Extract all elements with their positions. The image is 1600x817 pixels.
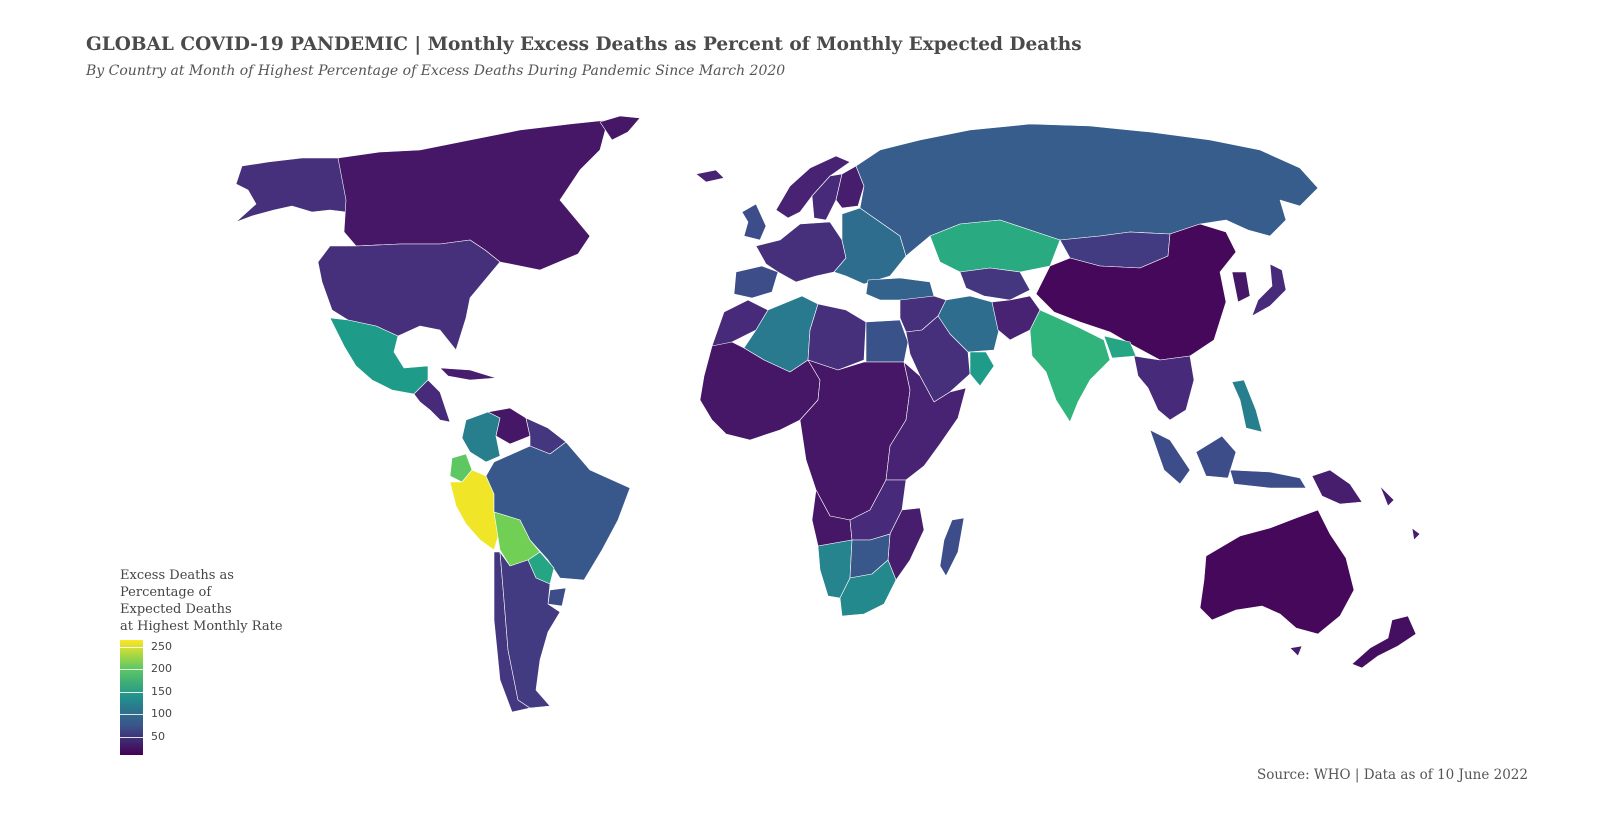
- region-central-america: [413, 379, 451, 423]
- region-uk: [741, 203, 767, 241]
- region-southeast-asia: [1133, 355, 1195, 421]
- legend-tick-label: 100: [151, 707, 172, 721]
- region-china: [1035, 223, 1237, 361]
- region-greenland: [599, 115, 641, 141]
- legend-title: Excess Deaths as Percentage of Expected …: [120, 567, 320, 635]
- region-philippines: [1231, 379, 1263, 433]
- region-colombia: [461, 411, 501, 463]
- region-east-africa: [885, 361, 967, 481]
- region-usa: [317, 239, 501, 351]
- legend-tick-label: 250: [151, 639, 172, 653]
- region-nepal: [1103, 335, 1137, 359]
- region-australia: [1199, 509, 1355, 635]
- region-russia: [855, 123, 1319, 257]
- region-japan: [1251, 263, 1287, 317]
- region-norway: [775, 155, 851, 219]
- region-png: [1311, 469, 1363, 505]
- legend-title-line: Excess Deaths as: [120, 568, 234, 583]
- region-argentina: [499, 551, 561, 709]
- legend-colorbar: [120, 640, 143, 755]
- region-central-asia: [959, 267, 1031, 301]
- region-libya: [807, 303, 867, 371]
- region-india: [1029, 309, 1111, 423]
- region-oman: [969, 351, 995, 387]
- legend-title-line: Percentage of: [120, 585, 212, 600]
- legend-tick-mark: [120, 714, 143, 716]
- region-spain: [733, 265, 779, 299]
- region-uruguay: [547, 587, 567, 607]
- region-korea: [1231, 271, 1251, 303]
- legend-tick-mark: [120, 669, 143, 671]
- region-indonesia: [1149, 429, 1307, 489]
- legend-tick-mark: [120, 736, 143, 738]
- chart-title: GLOBAL COVID-19 PANDEMIC | Monthly Exces…: [86, 34, 1082, 55]
- region-new-zealand: [1351, 615, 1417, 669]
- region-pacific-islands: [1289, 485, 1421, 657]
- region-south-africa: [839, 559, 897, 617]
- region-mexico: [329, 317, 429, 395]
- legend-tick-label: 200: [151, 662, 172, 676]
- legend-tick-label: 150: [151, 684, 172, 698]
- legend-title-line: at Highest Monthly Rate: [120, 619, 283, 634]
- region-turkey: [865, 277, 935, 301]
- region-brazil: [485, 441, 631, 581]
- legend-tick-label: 50: [151, 729, 165, 743]
- region-iceland: [695, 169, 725, 183]
- legend-tick-mark: [120, 691, 143, 693]
- chart-subtitle: By Country at Month of Highest Percentag…: [86, 63, 786, 79]
- region-venezuela: [487, 407, 531, 445]
- region-alaska: [235, 157, 351, 223]
- region-madagascar: [939, 517, 965, 577]
- source-note: Source: WHO | Data as of 10 June 2022: [1257, 767, 1528, 783]
- region-cuba: [439, 367, 497, 381]
- legend-title-line: Expected Deaths: [120, 602, 232, 617]
- legend-tick-mark: [120, 646, 143, 648]
- region-egypt: [865, 319, 909, 363]
